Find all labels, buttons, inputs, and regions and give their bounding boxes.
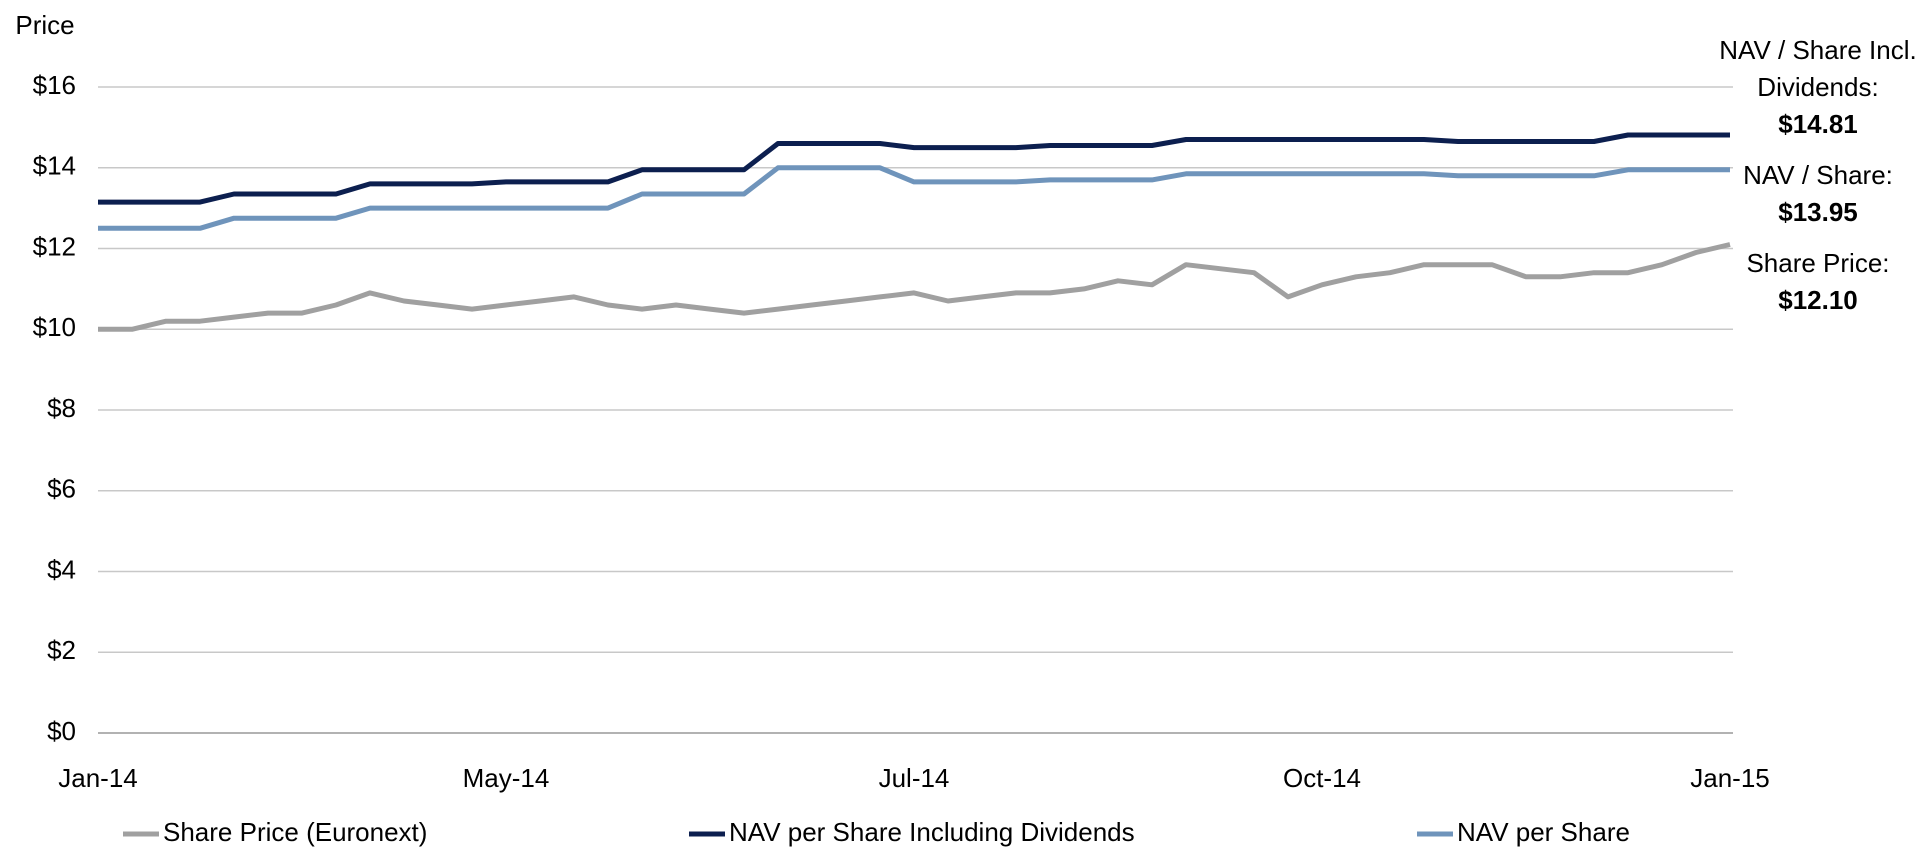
y-tick-label: $10	[33, 312, 76, 342]
series-line	[98, 132, 1730, 205]
annotation-value: $14.81	[1778, 109, 1858, 139]
x-tick-label: Jan-14	[58, 763, 138, 793]
legend-label: Share Price (Euronext)	[163, 817, 427, 847]
x-tick-label: Jan-15	[1690, 763, 1770, 793]
x-tick-label: Jul-14	[879, 763, 950, 793]
annotation-label: NAV / Share Incl.	[1719, 35, 1917, 65]
legend-label: NAV per Share	[1457, 817, 1630, 847]
y-tick-label: $12	[33, 231, 76, 261]
annotation-label: Share Price:	[1746, 248, 1889, 278]
x-tick-label: Oct-14	[1283, 763, 1361, 793]
y-axis-label: Price	[15, 10, 74, 40]
series-line	[98, 242, 1731, 332]
annotation-value: $13.95	[1778, 197, 1858, 227]
x-tick-label: May-14	[463, 763, 550, 793]
y-tick-label: $4	[47, 554, 76, 584]
y-tick-label: $16	[33, 70, 76, 100]
annotation-value: $12.10	[1778, 285, 1858, 315]
legend-label: NAV per Share Including Dividends	[729, 817, 1135, 847]
annotation-label: Dividends:	[1757, 72, 1878, 102]
y-tick-label: $14	[33, 151, 76, 181]
series-line	[98, 165, 1730, 231]
y-tick-label: $2	[47, 635, 76, 665]
y-tick-label: $6	[47, 474, 76, 504]
annotation-label: NAV / Share:	[1743, 160, 1893, 190]
y-tick-label: $8	[47, 393, 76, 423]
y-tick-label: $0	[47, 716, 76, 746]
